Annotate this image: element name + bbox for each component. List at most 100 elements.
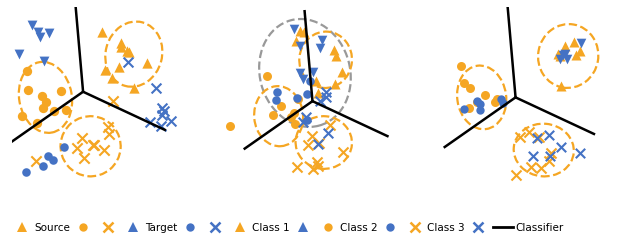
Point	[77, 136, 87, 140]
Point	[472, 99, 482, 103]
Point	[314, 141, 324, 145]
Point	[157, 106, 167, 110]
Point	[157, 113, 168, 117]
Point	[313, 91, 323, 95]
Point	[331, 54, 341, 58]
Point	[291, 165, 301, 169]
Point	[532, 136, 542, 140]
Point	[298, 120, 308, 124]
Point	[338, 150, 348, 154]
Point	[575, 151, 586, 155]
Point	[569, 40, 579, 44]
Point	[545, 154, 555, 158]
Point	[0, 50, 10, 53]
Point	[329, 48, 339, 52]
Point	[515, 135, 525, 139]
Point	[495, 97, 506, 101]
Point	[456, 64, 466, 68]
Point	[480, 93, 490, 97]
Point	[546, 151, 556, 155]
Point	[38, 164, 49, 168]
Point	[321, 90, 331, 94]
Point	[295, 44, 305, 48]
Point	[289, 27, 300, 30]
Point	[298, 30, 308, 34]
Point	[312, 161, 322, 164]
Point	[321, 95, 331, 99]
Point	[325, 123, 335, 127]
Point	[268, 113, 278, 117]
Point	[475, 102, 485, 106]
Point	[293, 97, 303, 101]
Point	[301, 118, 312, 122]
Point	[273, 90, 283, 94]
Point	[14, 52, 24, 56]
Point	[72, 146, 82, 149]
Point	[307, 134, 317, 138]
Point	[475, 108, 485, 112]
Point	[17, 114, 27, 118]
Point	[524, 130, 534, 134]
Legend: Source, , , Target, , , Class 1, , Class 2, , Class 3, , Classifier: Source, , , Target, , , Class 1, , Class…	[12, 223, 563, 233]
Point	[556, 145, 566, 149]
Point	[458, 81, 468, 84]
Point	[225, 124, 235, 128]
Point	[79, 156, 89, 160]
Point	[511, 173, 522, 177]
Point	[301, 115, 311, 119]
Point	[314, 99, 324, 103]
Point	[102, 125, 113, 129]
Point	[337, 70, 347, 74]
Point	[115, 45, 125, 49]
Point	[100, 68, 111, 72]
Point	[558, 53, 568, 56]
Point	[31, 159, 41, 163]
Point	[317, 38, 328, 42]
Point	[104, 133, 115, 136]
Point	[40, 100, 51, 104]
Point	[314, 164, 324, 168]
Point	[145, 120, 156, 124]
Point	[315, 46, 325, 50]
Point	[27, 23, 37, 27]
Point	[458, 108, 468, 111]
Point	[305, 79, 316, 83]
Point	[552, 52, 563, 55]
Point	[61, 109, 71, 112]
Point	[271, 98, 282, 102]
Point	[90, 143, 100, 147]
Point	[99, 148, 109, 151]
Point	[262, 74, 272, 78]
Point	[159, 109, 170, 113]
Point	[534, 135, 545, 139]
Point	[289, 111, 299, 115]
Point	[123, 60, 133, 64]
Point	[20, 170, 31, 174]
Point	[576, 41, 586, 45]
Point	[571, 53, 581, 57]
Point	[43, 154, 53, 158]
Point	[330, 82, 340, 86]
Point	[536, 166, 547, 170]
Point	[560, 52, 570, 56]
Point	[544, 159, 554, 163]
Point	[308, 70, 319, 74]
Point	[308, 168, 318, 171]
Point	[150, 86, 161, 90]
Point	[525, 165, 536, 169]
Point	[39, 59, 49, 63]
Point	[556, 84, 566, 87]
Point	[48, 158, 58, 162]
Point	[35, 35, 45, 39]
Point	[310, 79, 321, 83]
Point	[465, 86, 475, 90]
Point	[0, 94, 2, 98]
Point	[23, 88, 33, 92]
Point	[33, 30, 44, 34]
Point	[291, 39, 301, 43]
Point	[108, 99, 118, 103]
Point	[129, 86, 140, 90]
Point	[122, 50, 132, 53]
Point	[463, 106, 474, 110]
Point	[323, 131, 333, 135]
